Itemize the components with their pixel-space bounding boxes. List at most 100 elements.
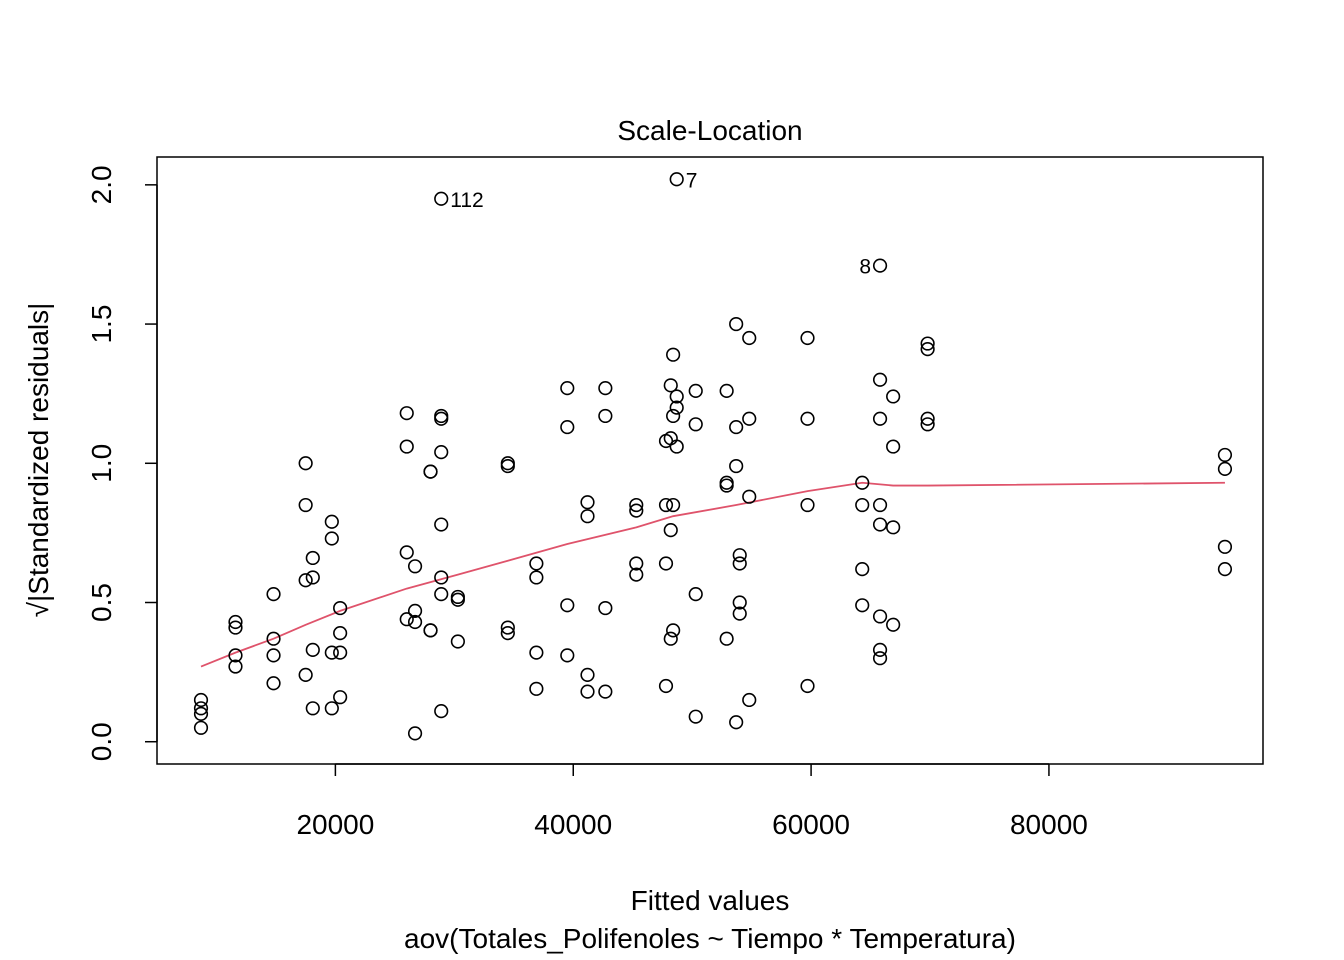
data-point [423, 623, 438, 638]
data-point [666, 347, 681, 362]
data-point [732, 606, 747, 621]
data-point [886, 617, 901, 632]
data-point [663, 378, 678, 393]
data-point [669, 400, 684, 415]
data-point [580, 684, 595, 699]
data-point [732, 556, 747, 571]
data-point [872, 517, 888, 532]
x-axis: 20000 40000 60000 80000 [296, 763, 1088, 840]
data-point [266, 631, 281, 646]
data-point [742, 489, 757, 504]
data-point [193, 720, 209, 735]
svg-text:√|Standardized residuals|: √|Standardized residuals| [23, 303, 54, 618]
data-point [529, 681, 544, 696]
data-point [407, 614, 423, 630]
data-point [305, 701, 320, 716]
data-point [434, 445, 449, 460]
data-point [580, 667, 595, 682]
data-point [669, 172, 684, 187]
chart-title: Scale-Location [617, 115, 802, 146]
data-point [450, 589, 465, 605]
data-point [688, 709, 703, 724]
data-point [872, 258, 888, 273]
data-point [228, 659, 243, 674]
data-point [333, 626, 348, 641]
data-point [560, 648, 575, 663]
data-point [298, 573, 313, 588]
data-point [629, 503, 644, 518]
data-point [742, 692, 757, 708]
data-point [266, 676, 281, 691]
data-point [658, 497, 674, 513]
data-point [407, 603, 423, 618]
data-point [742, 411, 757, 426]
data-point [598, 600, 613, 616]
data-point [920, 336, 935, 351]
data-point [1217, 447, 1233, 463]
data-point [228, 614, 243, 630]
data-point [450, 634, 465, 649]
x-tick-label: 40000 [534, 809, 612, 840]
data-point [800, 497, 815, 513]
data-point [500, 458, 515, 474]
point-label: 7 [686, 169, 698, 192]
data-point [666, 623, 681, 638]
data-point [434, 703, 449, 719]
data-point [298, 667, 313, 682]
data-point [688, 417, 703, 432]
data-point [580, 509, 595, 524]
data-point [529, 570, 544, 585]
data-point [886, 520, 901, 535]
data-point [920, 342, 935, 357]
data-point [560, 419, 575, 435]
data-point [729, 419, 744, 435]
data-points-layer [193, 172, 1233, 741]
data-point [228, 648, 243, 663]
data-point [732, 595, 747, 610]
data-point [228, 620, 243, 635]
y-tick-label: 1.0 [86, 444, 117, 483]
data-point [855, 598, 870, 613]
data-point [193, 692, 209, 708]
data-point [298, 497, 313, 513]
data-point [872, 411, 888, 426]
data-point [434, 570, 449, 585]
y-axis: 0.0 0.5 1.0 1.5 2.0 [86, 165, 158, 761]
data-point [560, 381, 575, 396]
data-point [658, 678, 674, 694]
data-point [407, 726, 423, 741]
data-point [886, 439, 901, 454]
sqrt-symbol: √ [23, 601, 54, 617]
data-point [920, 417, 935, 432]
data-point [1217, 539, 1233, 554]
data-point [729, 316, 744, 332]
data-point [560, 598, 575, 613]
data-point [305, 550, 320, 566]
data-point [800, 330, 815, 346]
data-point [500, 626, 515, 641]
data-point [434, 517, 449, 532]
data-point [800, 678, 815, 694]
chart-subtitle: aov(Totales_Polifenoles ~ Tiempo * Tempe… [404, 923, 1016, 954]
data-point [719, 383, 734, 398]
x-tick-label: 60000 [772, 809, 850, 840]
data-point [434, 587, 449, 602]
data-point [305, 642, 320, 657]
data-point [434, 411, 449, 426]
data-point [1217, 561, 1233, 577]
data-point [629, 497, 644, 513]
data-point [886, 389, 901, 404]
point-label: 112 [450, 189, 483, 212]
data-point [298, 456, 313, 471]
data-point [669, 389, 684, 404]
data-point [324, 645, 339, 660]
y-axis-label-text: |Standardized residuals| [23, 303, 54, 602]
data-point [719, 478, 734, 493]
data-point [399, 612, 414, 627]
data-point [266, 587, 281, 602]
data-point [529, 645, 544, 660]
data-point [855, 561, 870, 577]
data-point [663, 523, 678, 538]
data-point [333, 690, 348, 705]
data-point [324, 701, 339, 716]
